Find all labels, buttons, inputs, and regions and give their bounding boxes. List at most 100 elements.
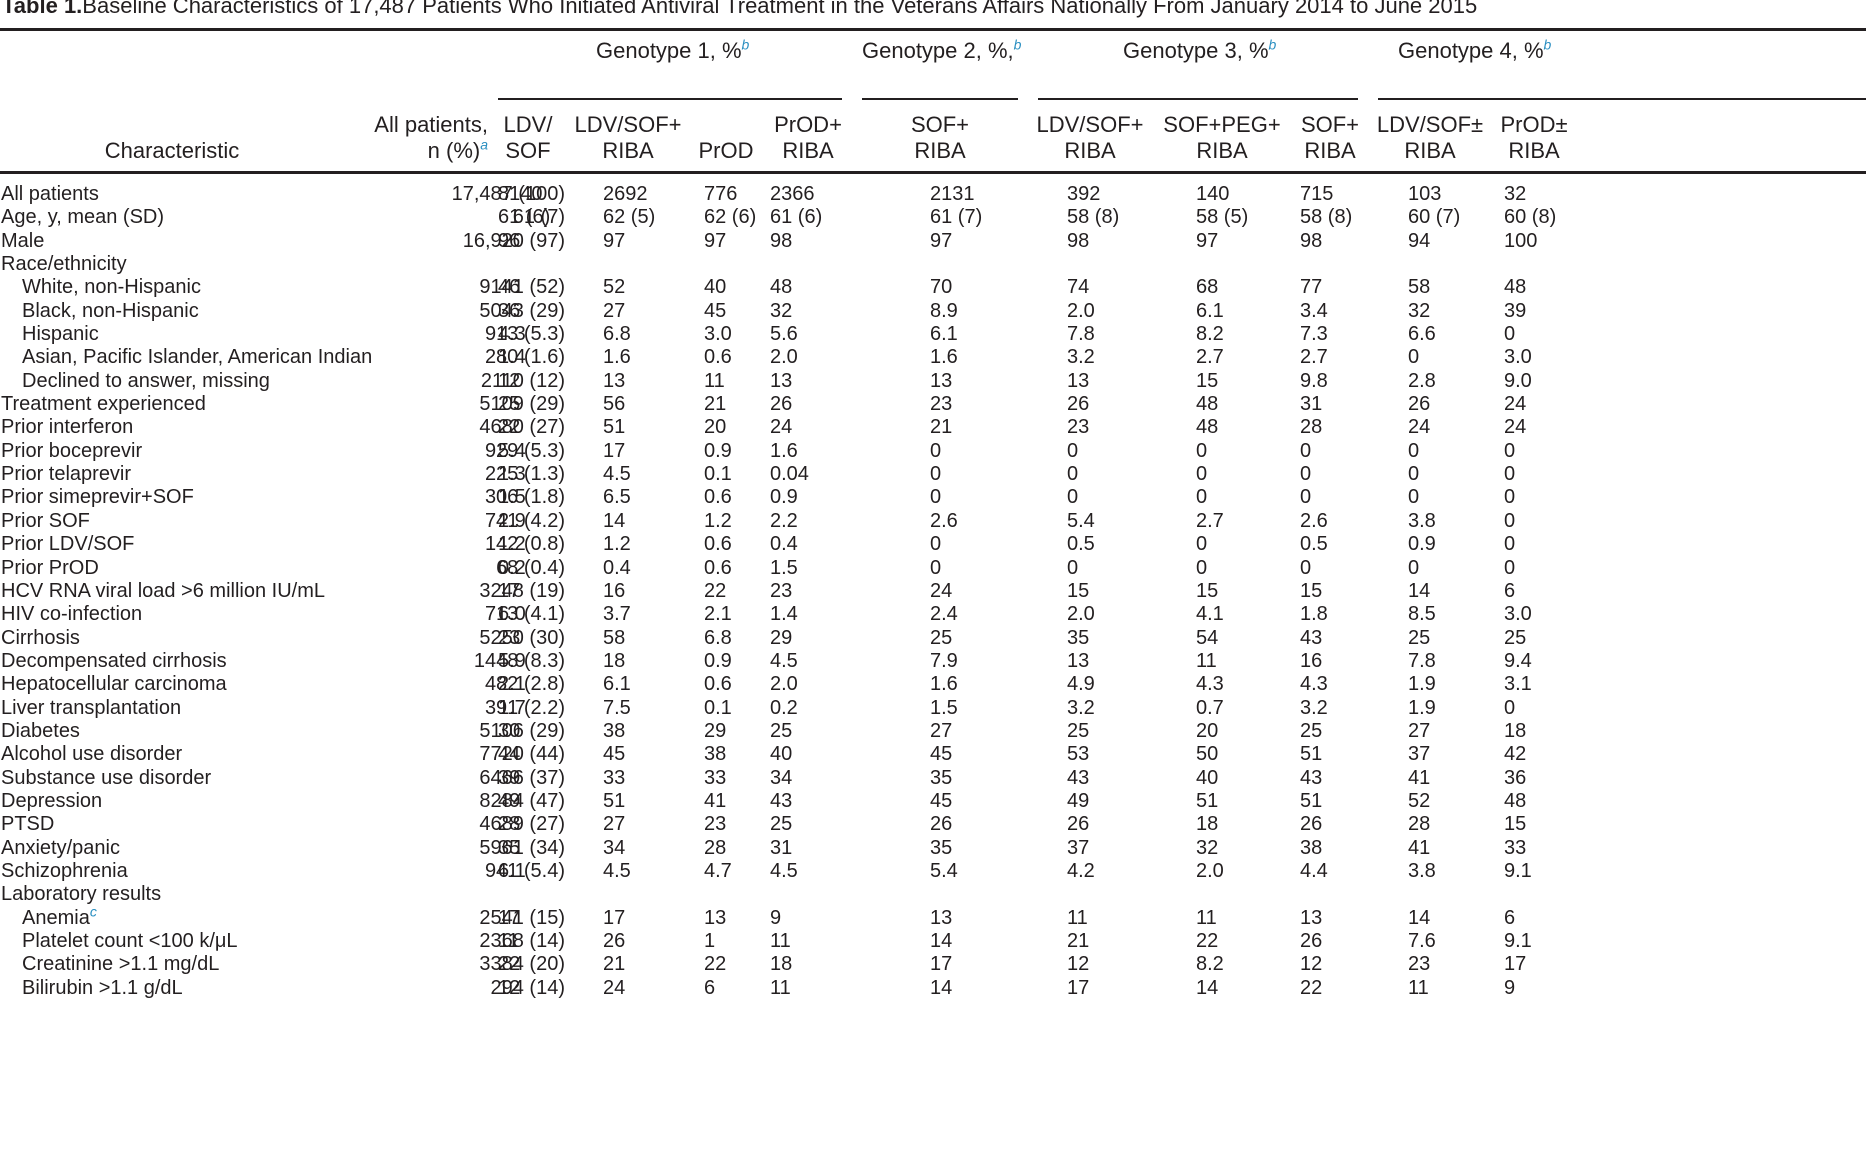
row-label: All patients [1,183,99,205]
cell-value: 0.6 [704,346,732,369]
cell-value: 3.1 [1504,673,1532,696]
cell-value: 33 [1504,836,1527,859]
table-row: Anemiac 2541 (15) 17 17 13 9 13 11 11 13 14 6 [0,904,1866,930]
cell-value: 38 [1300,836,1323,859]
cell-value: 14 [1196,976,1219,999]
column-header-g3-sof-peg-riba: SOF+PEG+ RIBA [1163,112,1281,163]
cell-value: 1.6 [770,439,798,462]
cell-value: 12 [498,976,521,999]
cell-value: 15 [1504,813,1527,836]
cell-all-patients: 2110 (12) [480,369,565,392]
cell-value: 1.6 [930,673,958,696]
cell-all-patients: 3248 (19) [479,579,565,602]
table-row: Prior simeprevir+SOF 306 (1.8) 1.5 6.5 0.6 0.… [0,486,1866,509]
cell-value: 58 (8) [1067,206,1120,229]
cell-value: 51 [1300,743,1323,766]
cell-value: 4.4 [1300,859,1328,882]
cell-all-patients: 6466 (37) [479,766,565,789]
cell-value: 17 [930,953,953,976]
row-label: HCV RNA viral load >6 million IU/mL [1,579,325,602]
cell-value: 11 [770,930,791,952]
cell-value: 14 [930,976,953,999]
cell-value: 41 [704,789,727,812]
cell-value: 22 [498,953,521,976]
cell-value: 45 [704,299,727,322]
header-bottom-rule [0,171,1866,174]
table-body: All patients 17,487 (100) 8140 2692 776 2366 2… [0,183,1866,1000]
cell-value: 0 [930,556,942,579]
cell-value: 43 [1067,766,1090,789]
row-label: Alcohol use disorder [1,743,183,766]
cell-value: 16 [603,579,626,602]
cell-value: 0.6 [704,673,732,696]
cell-value: 2.0 [770,673,798,696]
table-caption: Table 1.Baseline Characteristics of 17,4… [2,0,1477,18]
row-label: Male [1,229,45,252]
cell-value: 96 [498,229,521,252]
cell-value: 26 [1067,813,1090,836]
row-label: HIV co-infection [1,603,143,626]
table-row: All patients 17,487 (100) 8140 2692 776 2366 2… [0,183,1866,206]
column-header-g1-prod: PrOD [698,138,754,163]
cell-value: 15 [1196,369,1219,392]
cell-value: 0.4 [603,556,631,579]
cell-value: 12 [498,369,521,392]
cell-all-patients: 5106 (29) [479,719,565,742]
cell-value: 11 [704,369,725,392]
cell-all-patients: 142 (0.8) [484,533,565,556]
cell-value: 1.2 [498,533,526,556]
cell-value: 0 [1504,556,1516,579]
cell-value: 74 [1067,276,1090,299]
cell-value: 0 [1504,439,1516,462]
cell-value: 35 [1067,626,1090,649]
cell-value: 26 [1067,393,1090,416]
cell-value: 0 [1196,533,1208,556]
column-header-all-patients: All patients, n (%)a [374,112,488,163]
table-row: Liver transplantation 391 (2.2) 1.7 7.5 0.1 0… [0,697,1866,720]
cell-value: 27 [603,813,626,836]
cell-all-patients: 913 (5.3) [484,323,565,346]
cell-value: 23 [704,813,727,836]
cell-value: 40 [770,743,793,766]
cell-all-patients: 5043 (29) [479,299,565,322]
cell-value: 24 [930,579,953,602]
row-label: Cirrhosis [1,626,80,649]
table-row: Depression 8284 (47) 49 51 41 43 45 49 51 51 52 48 [0,790,1866,813]
cell-value: 0 [1408,346,1420,369]
table-row: Laboratory results [0,883,1866,906]
cell-value: 3.7 [603,603,631,626]
cell-value: 2.2 [770,509,798,532]
table-row: Anxiety/panic 5961 (34) 35 34 28 31 35 37 32 38 41… [0,837,1866,860]
cell-value: 58 [1408,276,1431,299]
cell-value: 0 [1408,486,1420,509]
cell-value: 1.4 [498,346,526,369]
cell-value: 48 [1504,789,1527,812]
cell-value: 4.1 [1196,603,1224,626]
cell-value: 11 [498,930,519,952]
cell-value: 97 [930,229,953,252]
cell-value: 0.04 [770,463,809,486]
cell-value: 24 [1408,416,1431,439]
cell-value: 29 [704,719,727,742]
cell-value: 7.8 [1067,323,1095,346]
cell-value: 15 [1067,579,1090,602]
row-label: Laboratory results [1,883,162,906]
cell-value: 17 [603,906,626,929]
cell-value: 61 (6) [770,206,823,229]
cell-value: 1 [704,930,716,952]
cell-value: 9.1 [1504,930,1532,952]
column-header-g1-ldv-sof: LDV/SOF [503,112,553,163]
cell-value: 7.5 [603,696,631,719]
cell-value: 0.9 [770,486,798,509]
cell-value: 0 [1504,323,1516,346]
cell-value: 54 [1196,626,1219,649]
cell-value: 0.2 [770,696,798,719]
cell-value: 9.0 [1504,369,1532,392]
column-header-g2-sof-riba: SOF+ RIBA [910,112,970,163]
cell-value: 7.6 [1408,930,1436,952]
group-header-genotype-3: Genotype 3, %b [1123,36,1277,63]
cell-value: 8.9 [930,299,958,322]
cell-value: 15 [1300,579,1323,602]
cell-value: 2.7 [1196,509,1224,532]
cell-value: 48 [1196,416,1219,439]
